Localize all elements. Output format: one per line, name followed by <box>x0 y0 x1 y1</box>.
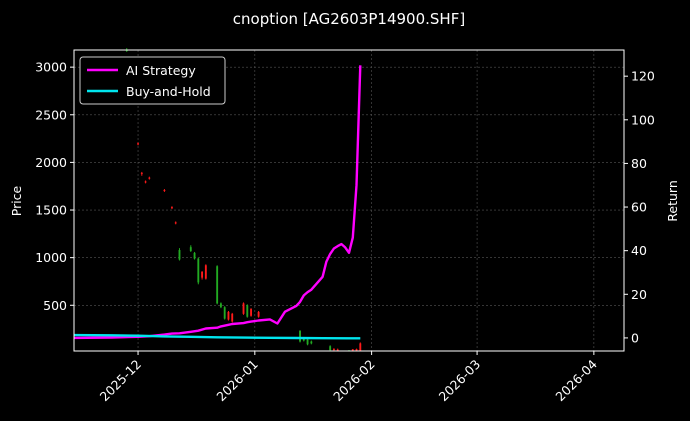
candle-body <box>204 265 207 279</box>
candle-body <box>257 311 260 317</box>
candle-body <box>306 339 309 345</box>
y-tick-label: 3000 <box>35 60 67 75</box>
y2-axis-ticks: 0 20 40 60 80 100 120 <box>624 69 655 345</box>
y2-tick-label: 20 <box>631 287 647 302</box>
candle <box>144 180 147 184</box>
candle <box>227 310 230 321</box>
candle-body <box>219 303 222 308</box>
candle <box>148 176 151 180</box>
candle-body <box>299 330 301 342</box>
candle <box>178 248 181 261</box>
y-tick-label: 1000 <box>35 250 67 265</box>
candle <box>306 338 309 346</box>
candle-body <box>302 338 305 341</box>
series-lines <box>73 65 362 340</box>
candle <box>310 340 313 345</box>
y2-tick-label: 40 <box>631 243 647 258</box>
candle-body <box>163 190 166 192</box>
candle <box>171 206 173 210</box>
candle <box>216 265 219 305</box>
buy-and-hold-line <box>73 333 361 340</box>
ai-strategy-line <box>73 65 362 340</box>
candle-body <box>250 309 252 316</box>
candle <box>329 345 332 351</box>
y2-tick-label: 60 <box>631 200 647 215</box>
y-axis-label: Price <box>9 185 24 216</box>
candle <box>197 257 200 285</box>
y2-tick-label: 80 <box>631 156 647 171</box>
candle-body <box>193 252 196 259</box>
candle-body <box>178 250 181 260</box>
candle <box>299 330 301 343</box>
candle <box>231 312 234 323</box>
legend-label-ai-strategy: AI Strategy <box>126 63 196 78</box>
candle-body <box>216 266 219 304</box>
candle-body <box>189 247 192 251</box>
candle-body <box>174 222 177 224</box>
candle-body <box>310 341 313 344</box>
candle <box>193 251 196 260</box>
candle-body <box>332 349 335 351</box>
y-tick-label: 500 <box>43 298 67 313</box>
y2-tick-label: 120 <box>631 69 655 84</box>
candle-body <box>148 177 151 179</box>
candle-body <box>197 258 200 283</box>
candle <box>204 264 207 280</box>
candle <box>246 304 249 318</box>
candle <box>242 302 245 315</box>
candle-body <box>227 311 230 320</box>
candle-body <box>137 143 139 145</box>
candle <box>257 310 260 318</box>
candle-body <box>171 207 173 209</box>
candle <box>137 142 139 146</box>
candle <box>163 189 166 192</box>
candle-body <box>359 343 362 351</box>
candle-body <box>329 346 332 351</box>
candle <box>250 308 252 317</box>
y2-axis-label: Return <box>665 180 680 221</box>
candle-body <box>201 271 204 278</box>
candle-body <box>242 303 245 314</box>
y-tick-label: 1500 <box>35 203 67 218</box>
candlesticks <box>125 48 362 352</box>
y-tick-label: 2500 <box>35 107 67 122</box>
legend-label-buy-and-hold: Buy-and-Hold <box>126 84 211 99</box>
candle <box>140 171 143 176</box>
candle-body <box>246 305 249 317</box>
y-axis-ticks: 500 1000 1500 2000 2500 3000 <box>35 60 74 313</box>
candle <box>219 302 222 309</box>
candle-body <box>351 349 354 351</box>
candle <box>189 245 192 252</box>
candle-body <box>144 181 147 183</box>
candle <box>201 270 204 280</box>
plot-frame <box>73 49 625 352</box>
candle <box>359 342 362 351</box>
legend: AI Strategy Buy-and-Hold <box>79 56 226 105</box>
y2-tick-label: 0 <box>631 330 639 345</box>
y2-tick-label: 100 <box>631 112 655 127</box>
candle-body <box>355 349 358 351</box>
chart-title: cnoption [AG2603P14900.SHF] <box>233 10 465 28</box>
candle-body <box>231 313 234 322</box>
candle <box>223 306 226 320</box>
candle-body <box>140 172 143 174</box>
candle-body <box>223 307 226 319</box>
y-tick-label: 2000 <box>35 155 67 170</box>
candle <box>174 221 177 225</box>
candle-body <box>336 349 339 351</box>
